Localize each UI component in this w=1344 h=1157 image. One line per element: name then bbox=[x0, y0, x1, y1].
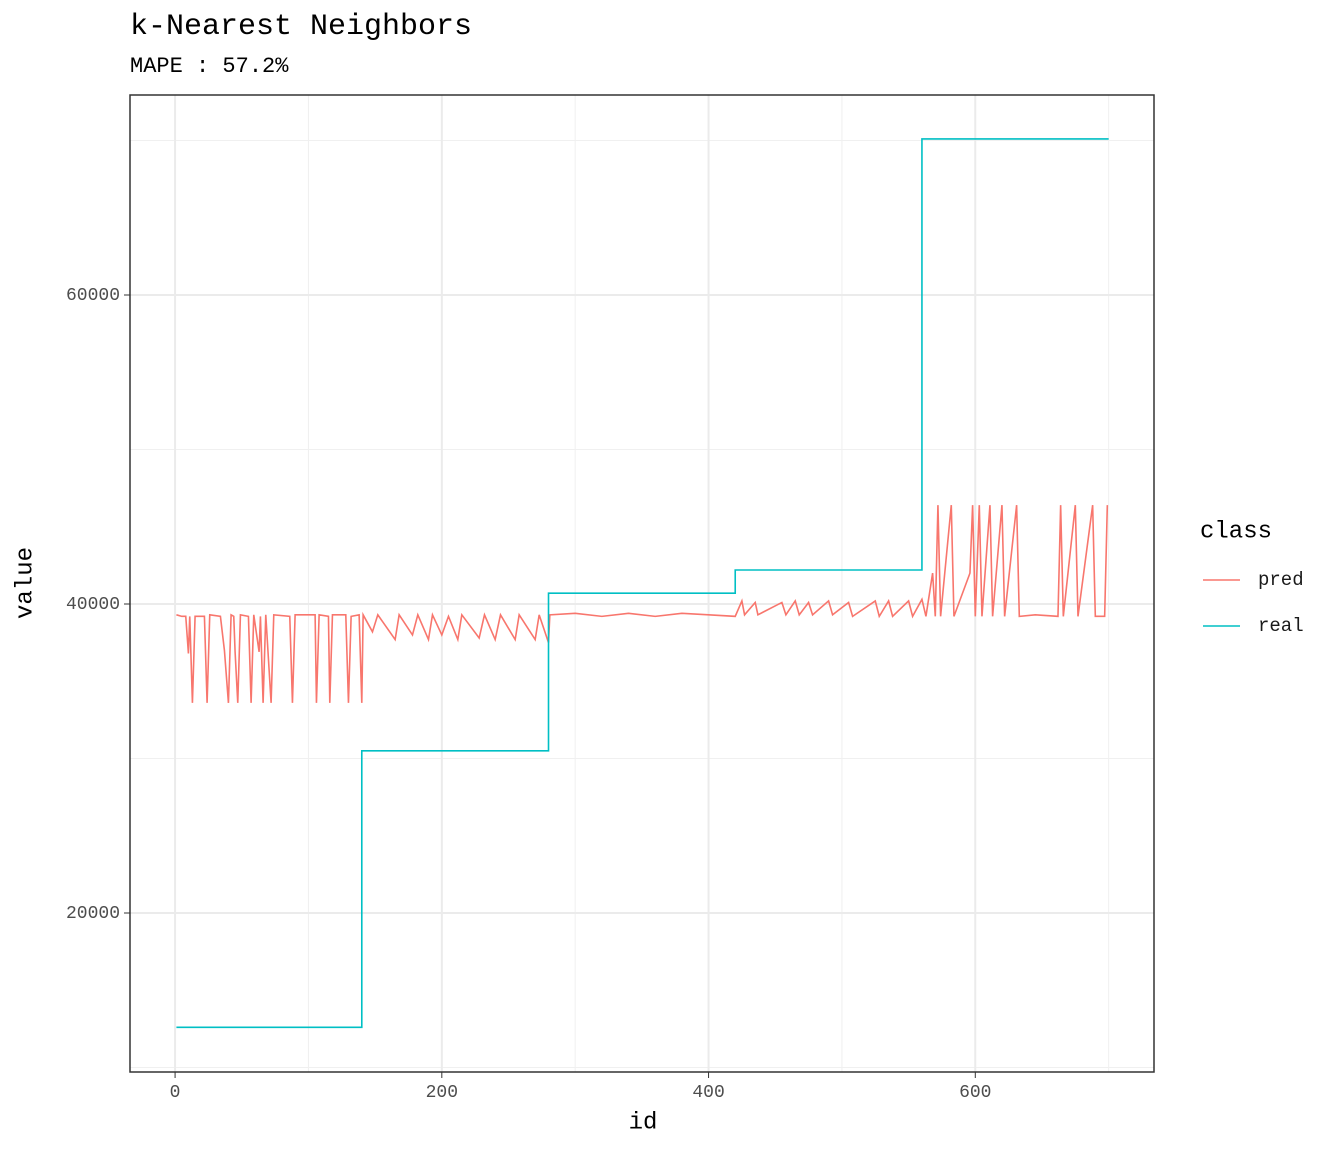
chart-subtitle: MAPE : 57.2% bbox=[130, 54, 289, 79]
y-tick-label: 60000 bbox=[66, 286, 120, 306]
x-tick-label: 600 bbox=[959, 1083, 991, 1103]
y-tick-label: 20000 bbox=[66, 904, 120, 924]
series-line bbox=[176, 505, 1109, 703]
series-line bbox=[176, 138, 1109, 1029]
y-tick-label: 40000 bbox=[66, 595, 120, 615]
legend-label: pred bbox=[1258, 569, 1304, 591]
legend-label: real bbox=[1258, 615, 1304, 637]
x-tick-label: 200 bbox=[426, 1083, 458, 1103]
legend-title: class bbox=[1200, 518, 1272, 545]
x-axis-label: id bbox=[629, 1109, 658, 1136]
x-tick-label: 400 bbox=[692, 1083, 724, 1103]
panel-border bbox=[129, 94, 1155, 1073]
chart-title: k-Nearest Neighbors bbox=[130, 10, 472, 44]
x-tick-label: 0 bbox=[170, 1083, 181, 1103]
y-axis-label: value bbox=[12, 547, 39, 619]
